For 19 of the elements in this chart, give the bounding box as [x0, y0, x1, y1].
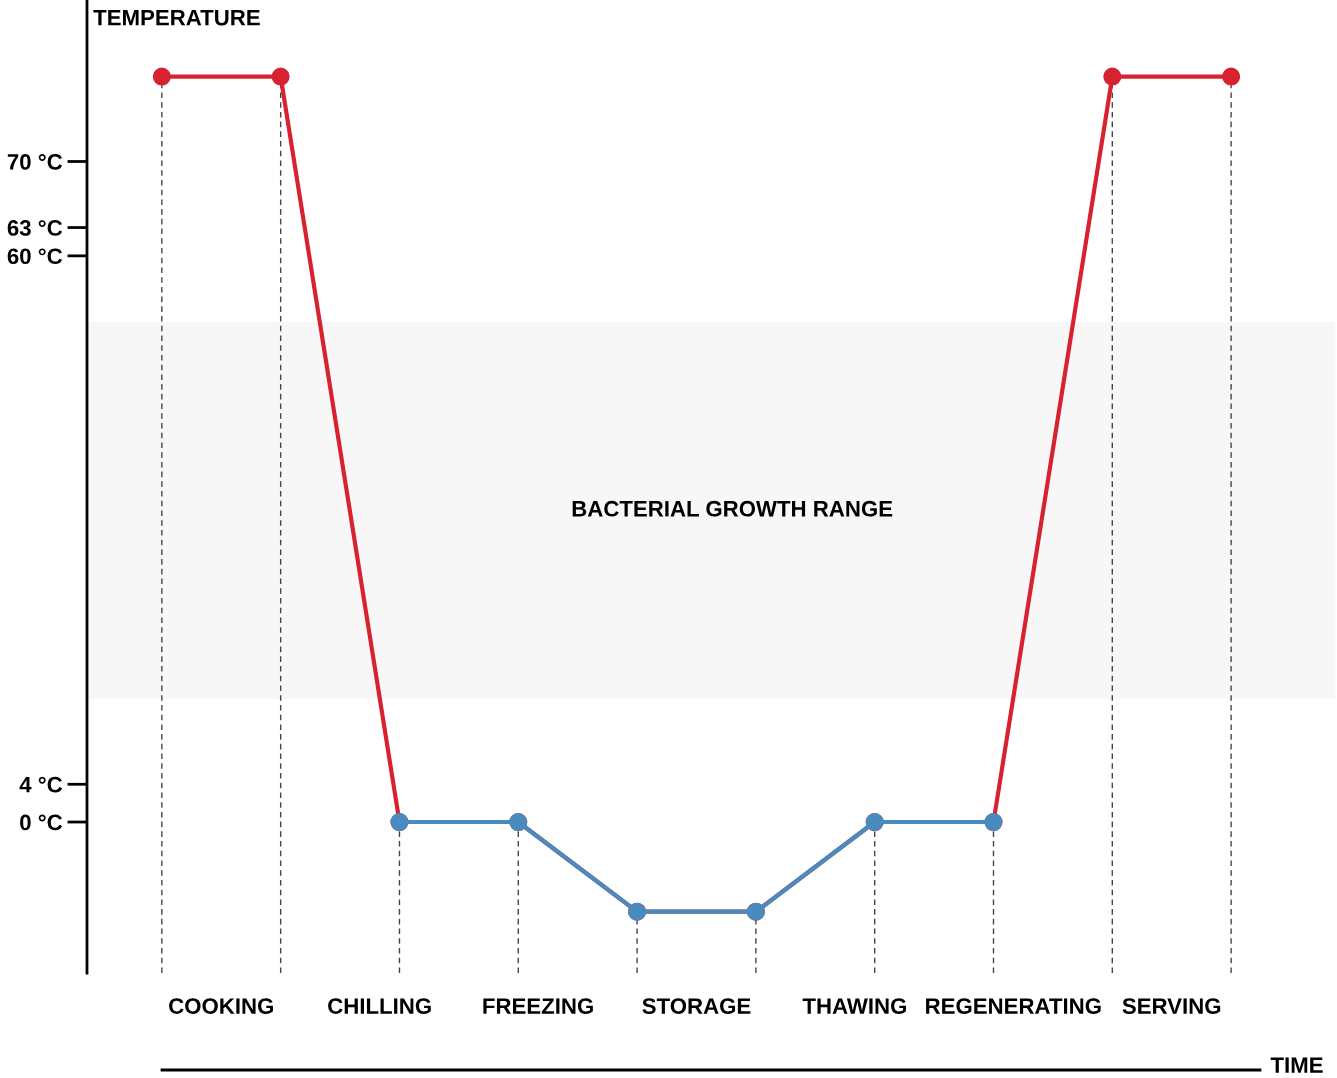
- band-label: BACTERIAL GROWTH RANGE: [572, 500, 893, 517]
- y-tick-label: 60 °C: [7, 248, 63, 265]
- y-axis-title: TEMPERATURE: [93, 10, 260, 26]
- text: FREEZING: [483, 998, 593, 1014]
- point: [271, 67, 290, 86]
- y-tick-label: 4 °C: [19, 776, 63, 793]
- text: THAWING: [802, 998, 906, 1014]
- text: REGENERATING: [926, 998, 1101, 1014]
- text: STORAGE: [642, 998, 751, 1014]
- point: [152, 67, 171, 86]
- text: CHILLING: [328, 998, 431, 1014]
- y-tick-label: 0 °C: [20, 814, 63, 831]
- text: SERVING: [1122, 998, 1221, 1014]
- point: [1103, 67, 1122, 86]
- y-tick-label: 70 °C: [7, 154, 63, 170]
- point: [1222, 67, 1241, 86]
- y-tick-label: 63 °C: [7, 220, 63, 236]
- text: TIME: [1270, 1057, 1323, 1073]
- text: COOKING: [169, 998, 273, 1014]
